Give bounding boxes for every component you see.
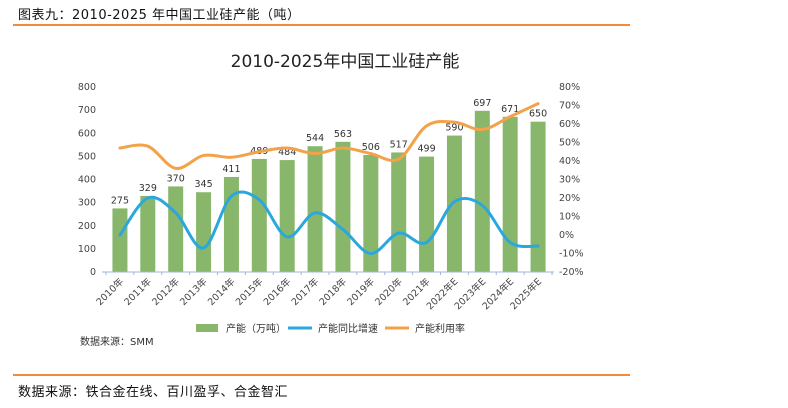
bar-data-label: 563	[334, 129, 352, 140]
bar-data-label: 544	[306, 133, 324, 144]
x-tick-label: 2017年	[289, 275, 322, 308]
bar	[530, 121, 546, 272]
x-tick-label: 2012年	[150, 275, 183, 308]
right-tick-label: 40%	[559, 156, 580, 167]
right-tick-label: 30%	[559, 175, 580, 186]
left-tick-label: 200	[78, 221, 96, 232]
left-tick-label: 300	[78, 198, 96, 209]
bar-data-label: 517	[390, 139, 408, 150]
left-tick-label: 600	[78, 128, 96, 139]
line-series	[118, 102, 540, 255]
legend-label-capacity: 产能（万吨）	[226, 322, 286, 335]
growth-rate-line	[118, 190, 540, 255]
bar	[251, 158, 267, 272]
x-tick-label: 2016年	[261, 275, 294, 308]
bar	[307, 146, 323, 272]
bar	[140, 195, 156, 272]
bar-data-label: 506	[362, 142, 380, 153]
bar	[168, 186, 184, 272]
legend: 产能（万吨） 产能同比增速 产能利用率	[196, 322, 465, 335]
bar-data-label: 329	[139, 183, 157, 194]
x-tick-label: 2011年	[122, 275, 155, 308]
left-tick-label: 700	[78, 105, 96, 116]
x-tick-label: 2013年	[177, 275, 210, 308]
utilization-rate-line	[118, 102, 540, 170]
left-tick-label: 500	[78, 151, 96, 162]
bar-data-label: 345	[194, 179, 212, 190]
bar	[419, 156, 435, 272]
bar-data-label: 499	[417, 144, 435, 155]
left-axis: 0 100 200 300 400 500 600 700 800	[78, 82, 96, 278]
right-axis: -20% -10% 0% 10% 20% 30% 40% 50% 60% 70% 80%	[559, 82, 584, 278]
bottom-divider	[13, 374, 630, 376]
right-tick-label: 70%	[559, 101, 580, 112]
bar	[502, 116, 518, 272]
x-tick-label: 2018年	[317, 275, 350, 308]
bar	[335, 141, 351, 272]
right-tick-label: 80%	[559, 82, 580, 93]
figure-title: 图表九：2010-2025 年中国工业硅产能（吨）	[18, 8, 301, 23]
left-tick-label: 100	[78, 244, 96, 255]
chart-source: 数据来源：SMM	[80, 335, 154, 348]
right-tick-label: 60%	[559, 119, 580, 130]
right-tick-label: -20%	[559, 267, 584, 278]
footer-source: 数据来源：铁合金在线、百川盈孚、合金智汇	[18, 385, 289, 400]
left-tick-label: 800	[78, 82, 96, 93]
bar-data-label: 590	[445, 123, 463, 134]
right-tick-label: 0%	[559, 230, 574, 241]
bar-data-label: 411	[222, 164, 240, 175]
bar	[363, 154, 379, 272]
right-tick-label: -10%	[559, 249, 584, 260]
bar-data-label: 697	[473, 98, 491, 109]
legend-label-growth: 产能同比增速	[318, 322, 378, 335]
x-tick-label: 2010年	[94, 275, 127, 308]
bar-data-label: 275	[111, 195, 129, 206]
x-axis	[102, 271, 554, 275]
top-divider	[13, 24, 630, 26]
chart-area: 2010-2025年中国工业硅产能 0 100 200 300 400 500 600 700…	[78, 52, 584, 348]
right-tick-label: 20%	[559, 193, 580, 204]
bar	[196, 192, 212, 272]
legend-label-utilization: 产能利用率	[415, 322, 465, 335]
left-tick-label: 400	[78, 175, 96, 186]
chart-title: 2010-2025年中国工业硅产能	[231, 52, 460, 72]
x-tick-label: 2020年	[373, 275, 406, 308]
bar	[112, 208, 128, 272]
x-tick-label: 2019年	[345, 275, 378, 308]
left-tick-label: 0	[90, 267, 96, 278]
right-tick-label: 50%	[559, 138, 580, 149]
bar-data-label: 370	[167, 173, 185, 184]
right-tick-label: 10%	[559, 212, 580, 223]
bar	[279, 160, 295, 272]
bar	[391, 152, 407, 272]
x-tick-labels: 2010年2011年2012年2013年2014年2015年2016年2017年…	[94, 275, 544, 312]
x-tick-label: 2015年	[233, 275, 266, 308]
bar	[474, 110, 490, 272]
legend-swatch-capacity	[196, 324, 218, 332]
bar-data-label: 671	[501, 104, 519, 115]
bar	[446, 135, 462, 272]
bar-data-label: 484	[278, 147, 296, 158]
bar-data-label: 650	[529, 109, 547, 120]
bar-series	[112, 110, 546, 272]
bar	[223, 176, 239, 272]
x-tick-label: 2014年	[205, 275, 238, 308]
